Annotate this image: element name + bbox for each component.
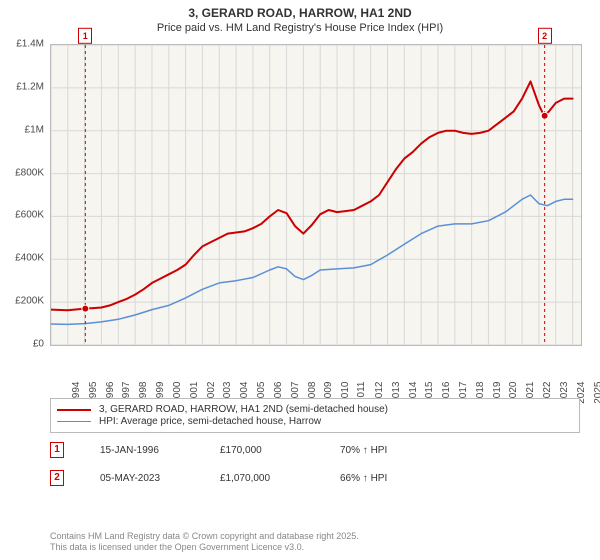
y-tick-label: £800K <box>15 167 44 178</box>
marker-box-2: 2 <box>50 470 64 486</box>
y-tick-label: £1.4M <box>16 39 44 50</box>
marker-pct-1: 70% ↑ HPI <box>340 445 460 456</box>
title-line-1: 3, GERARD ROAD, HARROW, HA1 2ND <box>0 6 600 20</box>
y-tick-label: £600K <box>15 210 44 221</box>
marker-date-2: 05-MAY-2023 <box>100 473 220 484</box>
legend-swatch-1 <box>57 409 91 411</box>
plot-svg <box>51 45 581 345</box>
legend-row-2: HPI: Average price, semi-detached house,… <box>57 416 573 427</box>
y-tick-label: £1.2M <box>16 81 44 92</box>
y-tick-label: £200K <box>15 296 44 307</box>
footer-line-2: This data is licensed under the Open Gov… <box>50 542 580 554</box>
legend-label-2: HPI: Average price, semi-detached house,… <box>99 416 321 427</box>
marker-pct-2: 66% ↑ HPI <box>340 473 460 484</box>
plot-area: 12 <box>50 44 582 346</box>
legend: 3, GERARD ROAD, HARROW, HA1 2ND (semi-de… <box>50 398 580 433</box>
legend-label-1: 3, GERARD ROAD, HARROW, HA1 2ND (semi-de… <box>99 404 388 415</box>
x-tick-label: 2025 <box>592 382 600 404</box>
marker-row-1: 1 15-JAN-1996 £170,000 70% ↑ HPI <box>50 442 580 458</box>
y-axis-labels: £0£200K£400K£600K£800K£1M£1.2M£1.4M <box>0 44 48 344</box>
marker-date-1: 15-JAN-1996 <box>100 445 220 456</box>
y-tick-label: £1M <box>25 124 44 135</box>
chart-container: 3, GERARD ROAD, HARROW, HA1 2ND Price pa… <box>0 0 600 560</box>
legend-swatch-2 <box>57 421 91 422</box>
footer: Contains HM Land Registry data © Crown c… <box>50 531 580 554</box>
chart-marker-2: 2 <box>538 28 552 44</box>
marker-price-1: £170,000 <box>220 445 340 456</box>
marker-box-1: 1 <box>50 442 64 458</box>
chart-marker-1: 1 <box>78 28 92 44</box>
x-axis-labels: 1994199519961997199819992000200120022003… <box>50 346 580 396</box>
marker-price-2: £1,070,000 <box>220 473 340 484</box>
footer-line-1: Contains HM Land Registry data © Crown c… <box>50 531 580 543</box>
y-tick-label: £0 <box>33 339 44 350</box>
marker-row-2: 2 05-MAY-2023 £1,070,000 66% ↑ HPI <box>50 470 580 486</box>
legend-row-1: 3, GERARD ROAD, HARROW, HA1 2ND (semi-de… <box>57 404 573 415</box>
y-tick-label: £400K <box>15 253 44 264</box>
